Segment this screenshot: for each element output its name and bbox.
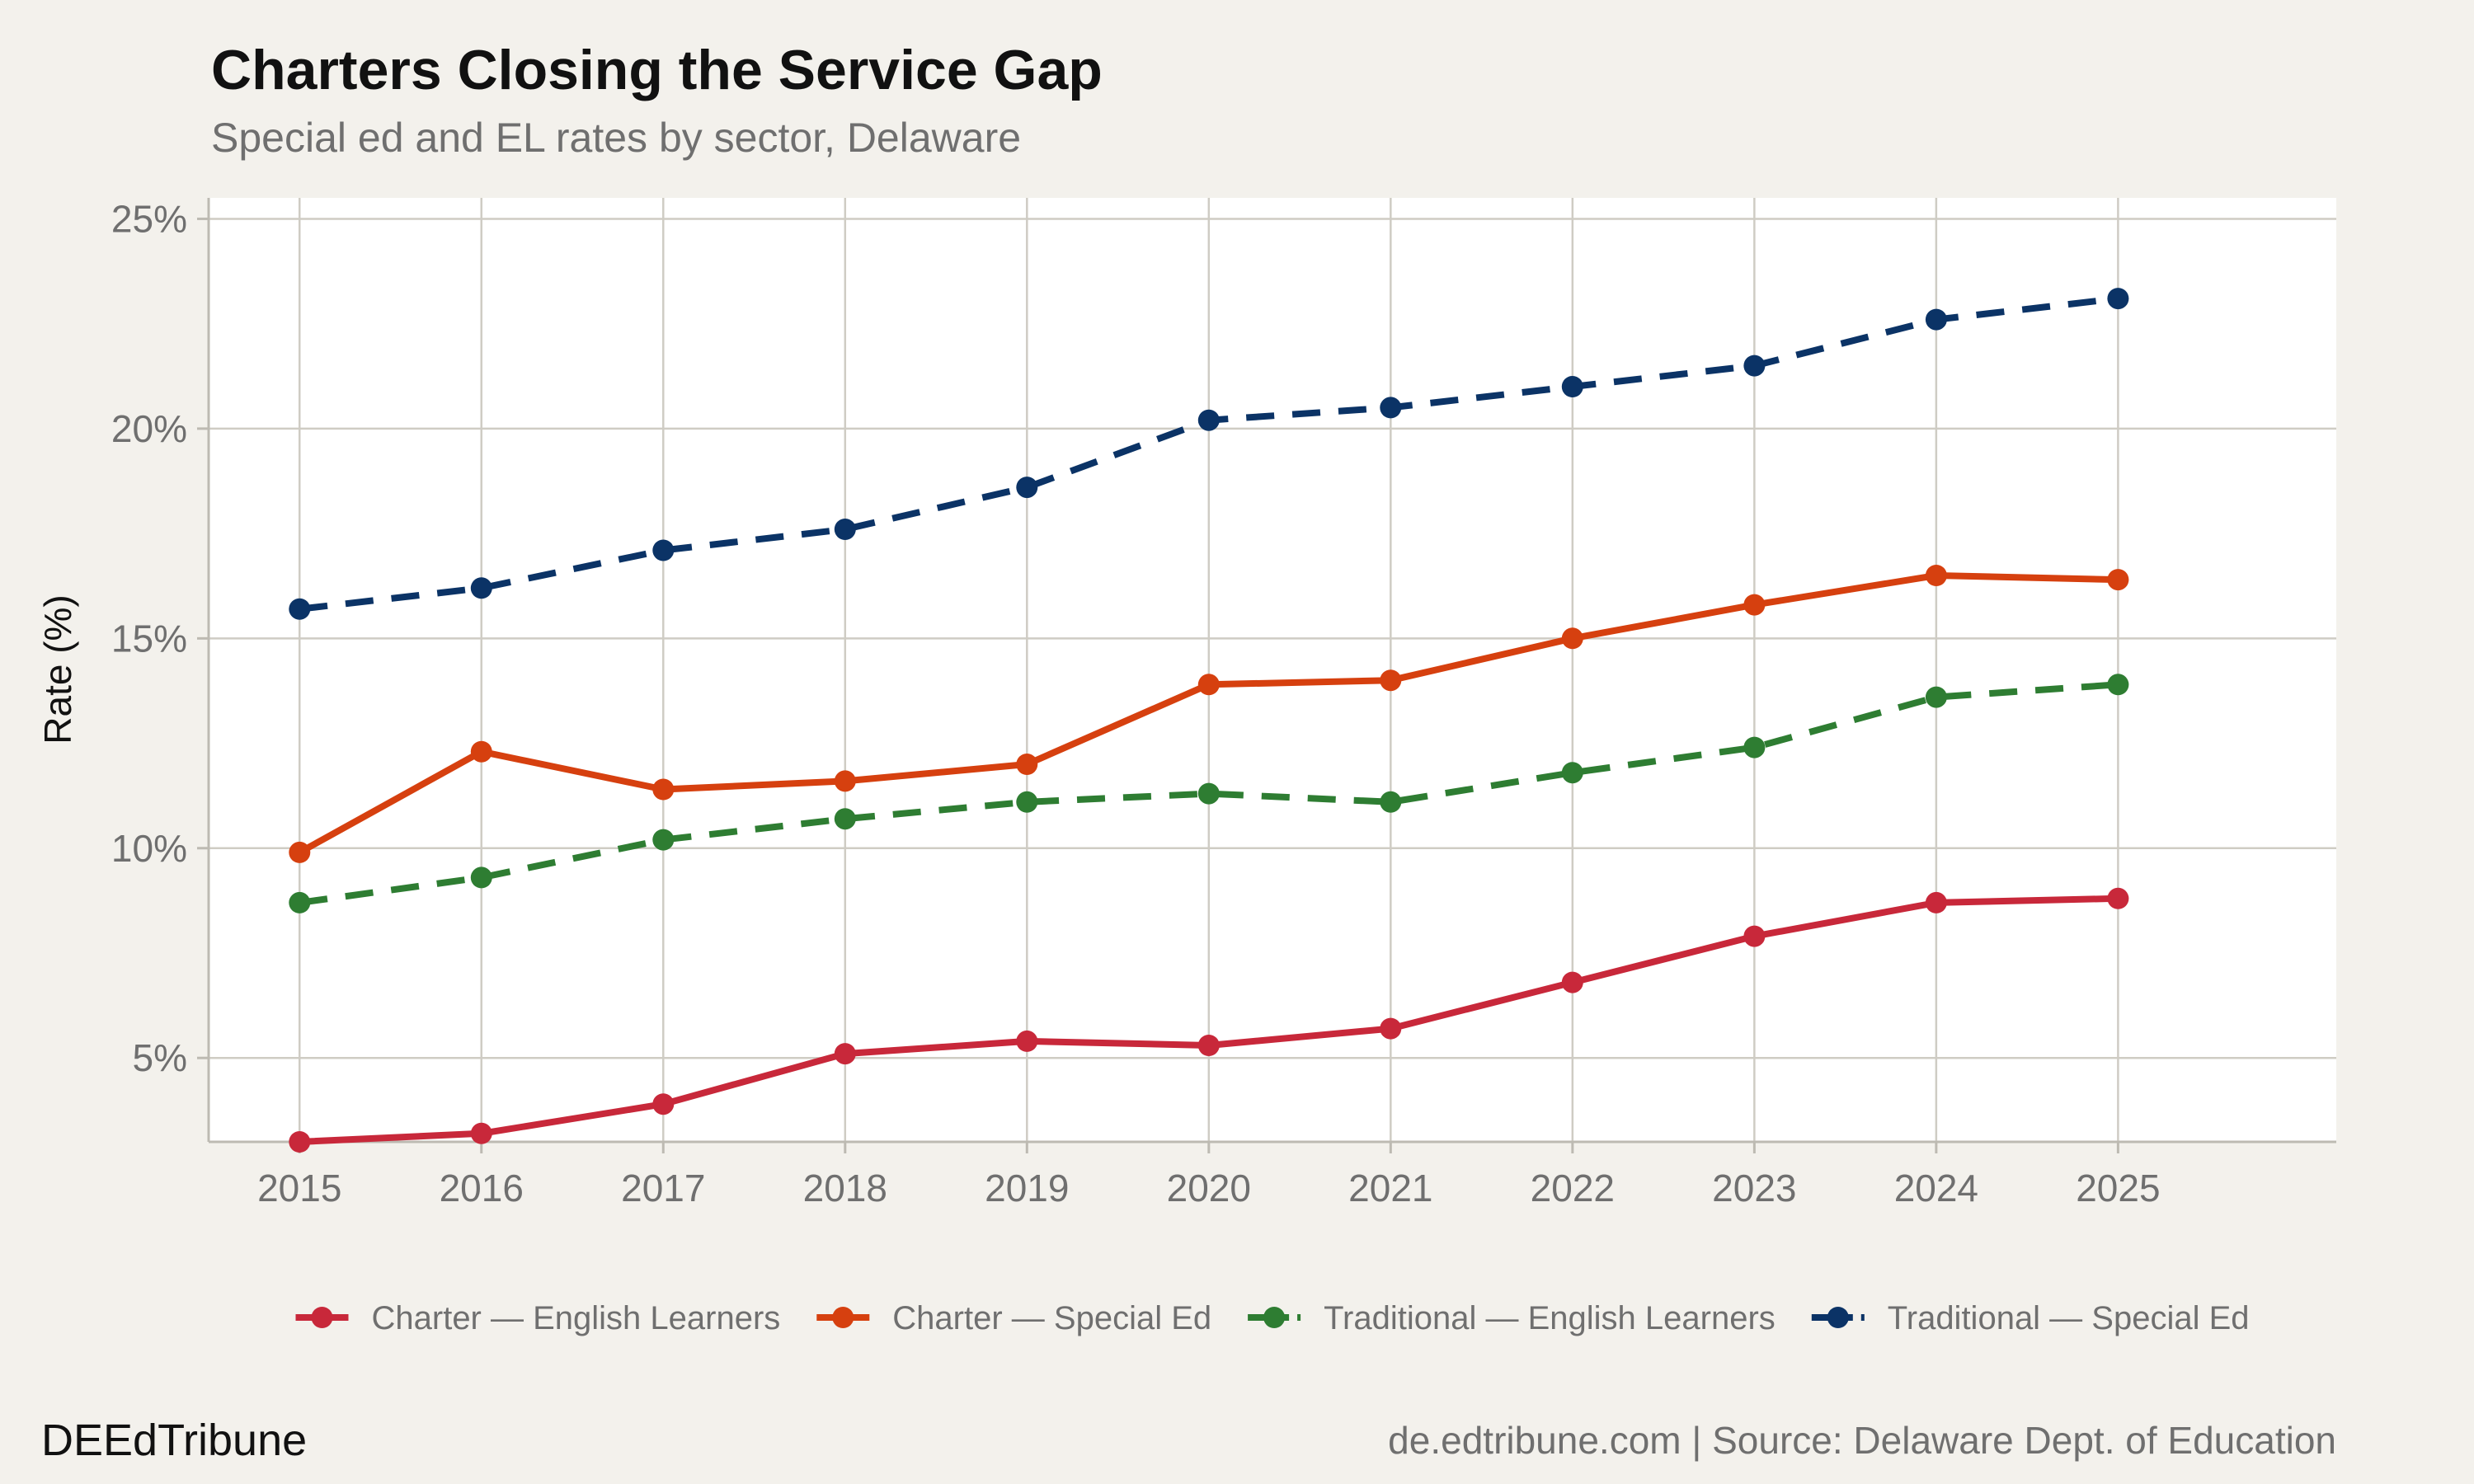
data-point-charter-special-ed-2018 (834, 770, 856, 792)
y-tick-label: 5% (133, 1036, 187, 1079)
data-point-traditional-special-ed-2015 (289, 598, 311, 620)
legend-key-marker (311, 1307, 333, 1328)
x-axis-ticks: 2015 2016 2017 2018 2019 2020 2021 2022 2023 2024… (257, 1142, 2161, 1209)
data-point-traditional-special-ed-2021 (1380, 397, 1402, 419)
data-point-traditional-english-learners-2020 (1197, 782, 1220, 805)
data-point-traditional-special-ed-2019 (1016, 477, 1038, 499)
data-point-charter-english-learners-2016 (470, 1122, 492, 1144)
series-group (289, 288, 2129, 1153)
data-point-charter-special-ed-2019 (1016, 754, 1038, 775)
data-point-traditional-special-ed-2025 (2107, 288, 2129, 310)
data-point-charter-special-ed-2020 (1197, 674, 1220, 696)
legend-key-marker (832, 1307, 854, 1328)
x-tick-label: 2019 (985, 1167, 1069, 1209)
data-point-charter-special-ed-2022 (1561, 627, 1583, 650)
data-point-traditional-english-learners-2021 (1380, 791, 1402, 813)
data-point-traditional-special-ed-2024 (1925, 308, 1947, 331)
data-point-charter-english-learners-2019 (1016, 1030, 1038, 1052)
x-tick-label: 2023 (1712, 1167, 1796, 1209)
y-tick-label: 10% (111, 827, 187, 870)
x-tick-label: 2024 (1894, 1167, 1978, 1209)
legend-key-marker (1263, 1307, 1286, 1328)
x-tick-label: 2017 (621, 1167, 705, 1209)
y-tick-label: 15% (111, 617, 187, 660)
legend-item-charter-special-ed: Charter — Special Ed (816, 1300, 1211, 1336)
data-point-traditional-special-ed-2016 (470, 577, 492, 599)
series-line-traditional-english-learners (299, 681, 2119, 906)
data-point-charter-special-ed-2015 (289, 841, 311, 863)
legend-item-charter-english-learners: Charter — English Learners (295, 1300, 781, 1336)
plot-panel (209, 198, 2336, 1142)
data-point-charter-special-ed-2016 (470, 740, 492, 763)
x-tick-label: 2016 (440, 1167, 524, 1209)
data-point-traditional-english-learners-2016 (470, 866, 492, 889)
data-point-traditional-english-learners-2022 (1561, 762, 1583, 784)
legend-key-marker (1827, 1307, 1849, 1328)
data-point-charter-special-ed-2025 (2107, 569, 2129, 591)
data-point-charter-english-learners-2024 (1925, 891, 1947, 913)
x-tick-label: 2020 (1167, 1167, 1251, 1209)
x-tick-label: 2015 (257, 1167, 341, 1209)
data-point-traditional-english-learners-2019 (1016, 791, 1038, 813)
data-point-charter-special-ed-2017 (652, 778, 675, 801)
data-point-traditional-english-learners-2015 (289, 891, 311, 913)
data-point-charter-special-ed-2023 (1743, 594, 1766, 616)
x-tick-label: 2021 (1348, 1167, 1432, 1209)
x-tick-label: 2018 (803, 1167, 887, 1209)
data-point-charter-english-learners-2017 (652, 1093, 675, 1115)
data-point-traditional-english-learners-2025 (2107, 674, 2129, 696)
data-point-charter-english-learners-2015 (289, 1131, 311, 1153)
data-point-charter-special-ed-2021 (1380, 669, 1402, 692)
legend-label: Charter — English Learners (372, 1300, 781, 1336)
chart-title: Charters Closing the Service Gap (211, 39, 1103, 101)
data-point-charter-english-learners-2020 (1197, 1035, 1220, 1056)
y-tick-label: 20% (111, 407, 187, 450)
chart-subtitle: Special ed and EL rates by sector, Delaw… (211, 115, 1022, 161)
data-point-traditional-english-learners-2023 (1743, 736, 1766, 758)
y-axis-title: Rate (%) (36, 594, 79, 744)
series-traditional-special-ed (289, 288, 2129, 620)
data-point-traditional-special-ed-2020 (1197, 409, 1220, 431)
data-point-traditional-english-learners-2017 (652, 829, 675, 851)
footer-source: de.edtribune.com | Source: Delaware Dept… (1388, 1419, 2336, 1462)
legend-label: Traditional — Special Ed (1888, 1300, 2250, 1336)
y-tick-label: 25% (111, 197, 187, 240)
data-point-traditional-special-ed-2023 (1743, 355, 1766, 377)
legend-label: Charter — Special Ed (892, 1300, 1211, 1336)
data-point-traditional-special-ed-2017 (652, 539, 675, 561)
y-axis-ticks: 5% 10% 15% 20% 25% (111, 197, 209, 1079)
legend: Charter — English Learners Charter — Spec… (295, 1300, 2250, 1336)
series-charter-english-learners (289, 887, 2129, 1153)
x-tick-label: 2025 (2076, 1167, 2160, 1209)
data-point-charter-english-learners-2021 (1380, 1017, 1402, 1040)
data-point-charter-english-learners-2023 (1743, 925, 1766, 947)
data-point-traditional-special-ed-2022 (1561, 376, 1583, 397)
series-charter-special-ed (289, 565, 2129, 863)
data-point-charter-english-learners-2022 (1561, 971, 1583, 993)
x-tick-label: 2022 (1531, 1167, 1615, 1209)
legend-label: Traditional — English Learners (1324, 1300, 1776, 1336)
data-point-traditional-special-ed-2018 (834, 519, 856, 540)
data-point-traditional-english-learners-2024 (1925, 686, 1947, 708)
data-point-charter-special-ed-2024 (1925, 565, 1947, 586)
legend-item-traditional-english-learners: Traditional — English Learners (1248, 1300, 1776, 1336)
data-point-charter-english-learners-2025 (2107, 887, 2129, 909)
data-point-charter-english-learners-2018 (834, 1043, 856, 1065)
legend-item-traditional-special-ed: Traditional — Special Ed (1811, 1300, 2250, 1336)
series-traditional-english-learners (289, 674, 2129, 913)
footer-brand: DEEdTribune (41, 1416, 308, 1465)
data-point-traditional-english-learners-2018 (834, 808, 856, 830)
